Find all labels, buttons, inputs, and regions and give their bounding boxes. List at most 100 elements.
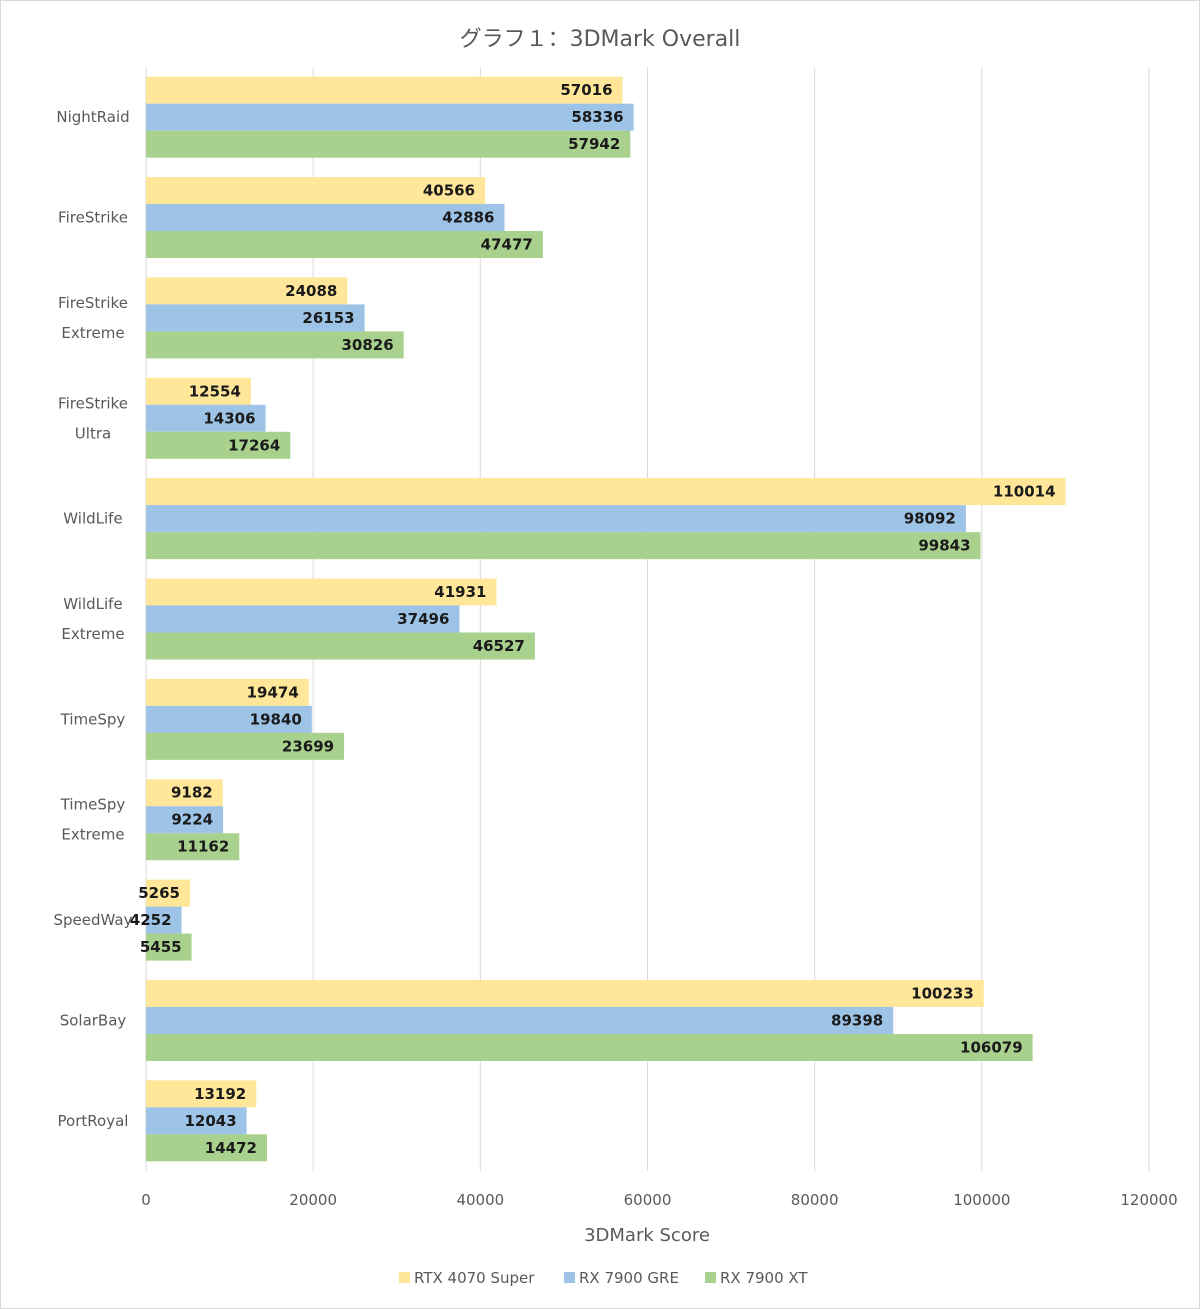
- data-label: 9224: [171, 811, 213, 829]
- bar: [146, 404, 266, 432]
- bar: [146, 1006, 894, 1034]
- bars: [146, 76, 1066, 1162]
- bar: [146, 705, 312, 733]
- data-labels: 57016 58336 57942 40566 42886 47477 24088 26153…: [130, 81, 1056, 1157]
- data-label: 4252: [130, 911, 172, 929]
- bar: [146, 605, 460, 633]
- data-label: 100233: [911, 984, 974, 1002]
- category-label: TimeSpy: [60, 710, 126, 728]
- category-labels: NightRaid FireStrike FireStrike Extreme Fire…: [54, 108, 133, 1130]
- data-label: 12554: [189, 382, 241, 400]
- data-label: 23699: [282, 737, 334, 755]
- bar: [146, 431, 291, 459]
- x-tick-label: 40000: [456, 1191, 504, 1209]
- bar: [146, 879, 191, 907]
- bar: [146, 478, 1066, 506]
- bar: [146, 678, 309, 706]
- x-tick-label: 0: [141, 1191, 151, 1209]
- bar: [146, 1107, 247, 1135]
- bar: [146, 632, 535, 660]
- category-label: FireStrike: [58, 294, 128, 312]
- bar: [146, 103, 634, 131]
- data-label: 17264: [228, 436, 280, 454]
- bar: [146, 979, 984, 1007]
- data-label: 12043: [184, 1112, 236, 1130]
- data-label: 24088: [285, 282, 337, 300]
- bar: [146, 1134, 267, 1162]
- data-label: 42886: [442, 209, 494, 227]
- category-label: FireStrike: [58, 209, 128, 227]
- bar: [146, 1080, 257, 1108]
- x-tick-labels: 0 20000 40000 60000 80000 100000 120000: [141, 1191, 1177, 1209]
- category-label: Extreme: [61, 625, 124, 643]
- bar: [146, 1033, 1033, 1061]
- data-label: 14306: [203, 409, 255, 427]
- data-label: 40566: [423, 182, 475, 200]
- legend-swatch: [564, 1272, 575, 1283]
- data-label: 5455: [140, 938, 182, 956]
- bar: [146, 377, 251, 405]
- bar: [146, 277, 348, 305]
- bar: [146, 204, 505, 232]
- data-label: 57942: [568, 135, 620, 153]
- data-label: 89398: [831, 1011, 883, 1029]
- x-tick-label: 60000: [624, 1191, 672, 1209]
- category-label: WildLife: [63, 595, 122, 613]
- bar: [146, 130, 631, 158]
- data-label: 11162: [177, 838, 229, 856]
- data-label: 19840: [250, 710, 302, 728]
- legend: RTX 4070 Super RX 7900 GRE RX 7900 XT: [399, 1269, 808, 1287]
- data-label: 26153: [302, 309, 354, 327]
- category-label: Extreme: [61, 324, 124, 342]
- data-label: 5265: [138, 884, 180, 902]
- bar: [146, 505, 966, 533]
- data-label: 46527: [473, 637, 525, 655]
- bar: [146, 833, 240, 861]
- bar: [146, 933, 192, 961]
- data-label: 58336: [571, 108, 623, 126]
- data-label: 110014: [993, 483, 1056, 501]
- x-tick-label: 20000: [289, 1191, 337, 1209]
- data-label: 41931: [434, 583, 486, 601]
- bar: [146, 732, 345, 760]
- category-label: TimeSpy: [60, 796, 126, 814]
- bar: [146, 906, 182, 934]
- category-label: FireStrike: [58, 394, 128, 412]
- data-label: 9182: [171, 784, 213, 802]
- bar: [146, 779, 223, 807]
- legend-swatch: [399, 1272, 410, 1283]
- bar: [146, 76, 623, 104]
- legend-swatch: [705, 1272, 716, 1283]
- bar: [146, 578, 497, 606]
- x-tick-label: 120000: [1120, 1191, 1177, 1209]
- category-label: WildLife: [63, 510, 122, 528]
- legend-label: RTX 4070 Super: [414, 1269, 535, 1287]
- bar: [146, 331, 404, 359]
- bar: [146, 177, 486, 205]
- category-label: SolarBay: [60, 1011, 127, 1029]
- x-tick-label: 80000: [791, 1191, 839, 1209]
- chart-title: グラフ１：3DMark Overall: [460, 27, 741, 52]
- category-label: SpeedWay: [54, 911, 133, 929]
- bar: [146, 806, 224, 834]
- data-label: 37496: [397, 610, 449, 628]
- data-label: 30826: [341, 336, 393, 354]
- data-label: 98092: [904, 510, 956, 528]
- data-label: 106079: [960, 1038, 1023, 1056]
- legend-label: RX 7900 GRE: [579, 1269, 679, 1287]
- data-label: 57016: [560, 81, 612, 99]
- category-label: Extreme: [61, 826, 124, 844]
- data-label: 13192: [194, 1085, 246, 1103]
- data-label: 14472: [205, 1139, 257, 1157]
- bar: [146, 304, 365, 332]
- bar: [146, 231, 543, 259]
- category-label: PortRoyal: [58, 1112, 129, 1130]
- category-label: NightRaid: [56, 108, 129, 126]
- legend-label: RX 7900 XT: [720, 1269, 808, 1287]
- data-label: 19474: [247, 683, 299, 701]
- data-label: 47477: [481, 236, 533, 254]
- x-axis-title: 3DMark Score: [584, 1225, 710, 1246]
- data-label: 99843: [918, 537, 970, 555]
